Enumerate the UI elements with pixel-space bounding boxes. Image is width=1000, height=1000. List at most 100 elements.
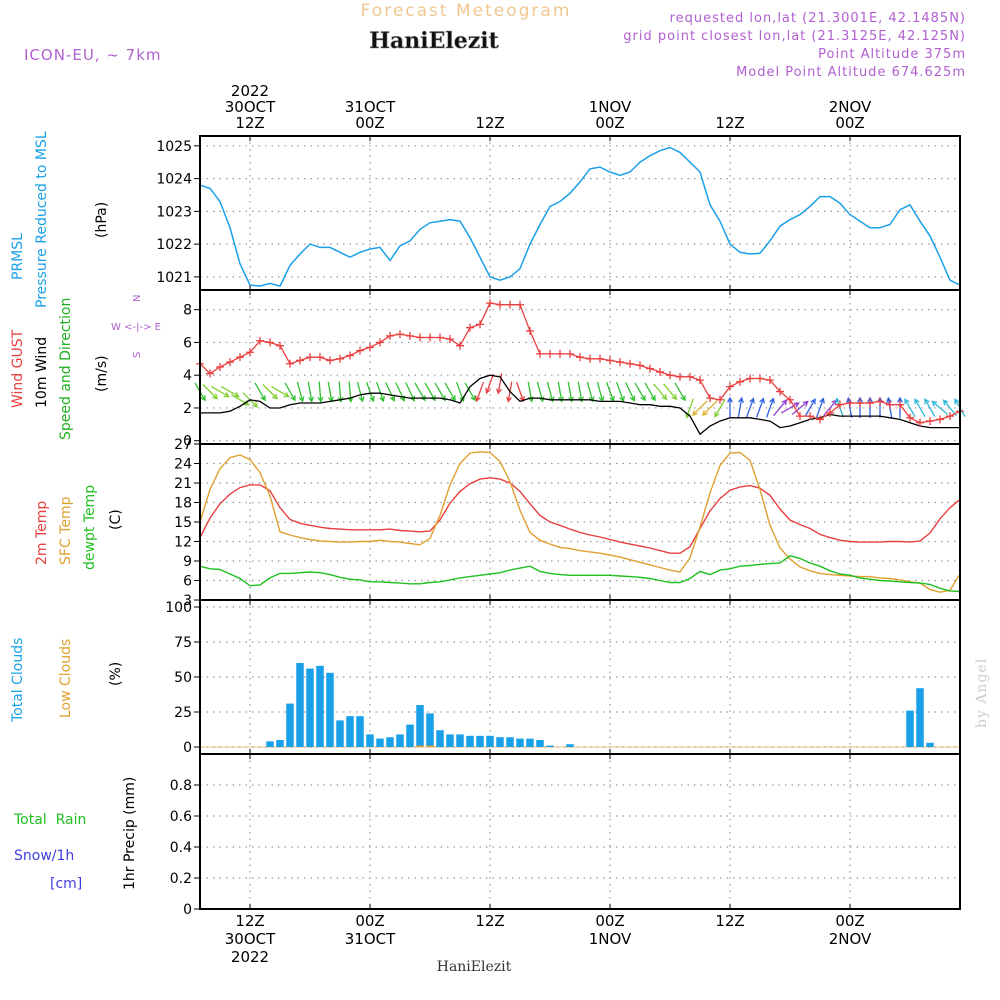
total-clouds-bar bbox=[536, 740, 544, 747]
gust-marker bbox=[716, 395, 724, 404]
total-clouds-bar bbox=[366, 734, 374, 747]
gust-marker bbox=[896, 400, 904, 409]
gust-line bbox=[199, 302, 961, 424]
gust-marker bbox=[736, 377, 744, 386]
wind-direction-arrow bbox=[464, 382, 476, 401]
wind-direction-arrowhead bbox=[914, 398, 920, 405]
wind-direction-arrowhead bbox=[793, 402, 800, 408]
top-time-label: 31OCT bbox=[345, 98, 396, 116]
gust-marker bbox=[536, 349, 544, 358]
total-clouds-bar bbox=[486, 735, 494, 747]
panel-frame bbox=[199, 443, 961, 601]
wind-direction-arrow bbox=[914, 398, 926, 417]
gust-marker bbox=[816, 415, 824, 424]
wind-direction-arrowhead bbox=[810, 398, 816, 405]
wind-direction-arrow bbox=[424, 382, 436, 401]
wind-direction-arrowhead bbox=[819, 397, 825, 404]
wind-direction-arrowhead bbox=[650, 395, 656, 402]
y-tick-label: 1023 bbox=[156, 204, 192, 220]
wind-direction-arrow bbox=[644, 382, 656, 401]
gust-marker bbox=[846, 399, 854, 408]
wind-direction-arrow bbox=[365, 381, 375, 402]
top-time-label: 2NOV bbox=[829, 98, 872, 116]
wind-direction-arrowhead bbox=[470, 395, 476, 402]
y-tick-label: 24 bbox=[174, 457, 192, 473]
low-clouds-bar bbox=[416, 745, 424, 747]
temp-unit-label: (C) bbox=[108, 509, 124, 530]
gust-marker bbox=[646, 364, 654, 373]
gust-marker bbox=[726, 382, 734, 391]
wind-direction-arrow bbox=[931, 401, 949, 415]
wind-direction-arrow bbox=[663, 383, 677, 400]
gust-marker bbox=[666, 371, 674, 380]
total-clouds-label: Total Clouds bbox=[10, 638, 26, 723]
wind-direction-arrow bbox=[356, 381, 364, 402]
wind-direction-arrowhead bbox=[578, 396, 584, 403]
total-clouds-bar bbox=[276, 740, 284, 747]
wind-direction-arrowhead bbox=[714, 411, 720, 418]
wind-direction-arrowhead bbox=[924, 398, 930, 405]
gust-marker bbox=[696, 376, 704, 385]
temp2m-line bbox=[199, 477, 961, 554]
precip-unit-label: 1hr Precip (mm) bbox=[122, 777, 138, 890]
total-clouds-bar bbox=[386, 737, 394, 747]
gust-marker bbox=[476, 320, 484, 329]
total-clouds-bar bbox=[446, 734, 454, 747]
total-clouds-bar bbox=[436, 730, 444, 747]
wind-direction-arrow bbox=[765, 398, 775, 418]
dewpt-line bbox=[199, 555, 961, 593]
total-clouds-bar bbox=[286, 703, 294, 747]
total-clouds-bar bbox=[406, 724, 414, 747]
compass-n: N bbox=[132, 295, 143, 302]
wind-direction-arrowhead bbox=[389, 395, 396, 402]
total-clouds-bar bbox=[916, 688, 924, 747]
wind-label: 10m Wind bbox=[34, 337, 50, 408]
gust-marker bbox=[276, 341, 284, 350]
gust-marker bbox=[916, 418, 924, 427]
rain-label: Total Rain bbox=[13, 812, 86, 828]
y-tick-label: 25 bbox=[174, 705, 192, 721]
gust-marker bbox=[636, 361, 644, 370]
gust-marker bbox=[906, 413, 914, 422]
credit-watermark: by Angel bbox=[974, 658, 990, 728]
wind-direction-arrowhead bbox=[619, 395, 625, 403]
gust-marker bbox=[546, 349, 554, 358]
gust-marker bbox=[356, 346, 364, 355]
gust-marker bbox=[576, 353, 584, 362]
wind-direction-arrow bbox=[211, 386, 229, 398]
wind-direction-arrow bbox=[823, 399, 837, 417]
wind-direction-arrowhead bbox=[749, 397, 755, 404]
y-tick-label: 1025 bbox=[156, 139, 192, 155]
y-tick-label: 4 bbox=[183, 368, 192, 384]
wind-direction-arrow bbox=[375, 381, 385, 402]
gust-marker bbox=[396, 330, 404, 339]
gust-marker bbox=[316, 353, 324, 362]
wind-direction-arrowhead bbox=[671, 394, 678, 401]
top-time-label: 12Z bbox=[235, 114, 264, 132]
gust-marker bbox=[326, 356, 334, 365]
wind-direction-arrowhead bbox=[954, 398, 960, 405]
y-tick-label: 0.8 bbox=[170, 778, 192, 794]
wind-direction-arrow bbox=[943, 399, 957, 417]
bottom-time-label: 12Z bbox=[475, 912, 504, 930]
wind-direction-arrowhead bbox=[558, 396, 564, 403]
top-time-label: 1NOV bbox=[589, 98, 632, 116]
total-clouds-bar bbox=[296, 663, 304, 747]
total-clouds-bar bbox=[516, 738, 524, 747]
bottom-time-label: 00Z bbox=[835, 912, 864, 930]
wind-direction-arrowhead bbox=[931, 400, 938, 407]
wind-direction-arrow bbox=[296, 381, 304, 402]
gust-marker bbox=[946, 412, 954, 421]
footer-location: HaniElezit bbox=[437, 959, 512, 975]
wind-direction-arrowhead bbox=[519, 395, 525, 403]
bottom-time-label: 12Z bbox=[235, 912, 264, 930]
wind-direction-arrow bbox=[567, 381, 573, 402]
wind-direction-arrow bbox=[271, 386, 289, 398]
wind-direction-arrowhead bbox=[738, 396, 744, 404]
gust-marker bbox=[856, 399, 864, 408]
bottom-time-label: 00Z bbox=[355, 912, 384, 930]
y-tick-label: 3 bbox=[183, 593, 192, 609]
y-tick-label: 12 bbox=[174, 535, 192, 551]
gust-marker bbox=[496, 300, 504, 309]
